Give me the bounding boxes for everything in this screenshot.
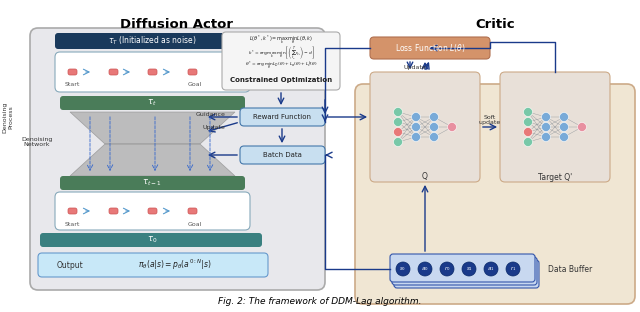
Circle shape [394,118,403,126]
Circle shape [524,138,532,147]
FancyBboxPatch shape [148,208,157,214]
FancyBboxPatch shape [109,69,118,75]
Circle shape [559,133,568,142]
Circle shape [524,128,532,137]
Circle shape [559,113,568,121]
FancyBboxPatch shape [392,257,537,285]
Circle shape [412,113,420,121]
FancyBboxPatch shape [188,69,197,75]
Text: Update: Update [202,124,225,129]
Text: Guidance: Guidance [195,113,225,118]
Text: Denoising
Process: Denoising Process [3,101,13,133]
Text: Goal: Goal [188,81,202,86]
FancyBboxPatch shape [370,37,490,59]
Text: Update: Update [404,65,426,70]
FancyBboxPatch shape [30,28,325,290]
FancyBboxPatch shape [38,253,268,277]
Text: $\tau_t$: $\tau_t$ [147,98,157,108]
FancyBboxPatch shape [188,208,197,214]
Circle shape [541,133,550,142]
Text: Denoising
Network: Denoising Network [21,137,52,147]
FancyBboxPatch shape [109,208,118,214]
FancyBboxPatch shape [55,33,250,49]
FancyBboxPatch shape [55,192,250,230]
Text: $L(\theta^*, k^*) = \max_k \min_\theta L(\theta, k)$: $L(\theta^*, k^*) = \max_k \min_\theta L… [249,33,313,46]
FancyBboxPatch shape [370,72,480,182]
Text: $\tau_0$: $\tau_0$ [147,235,157,245]
Text: $\tau_{t-1}$: $\tau_{t-1}$ [142,178,162,188]
Circle shape [412,123,420,131]
Circle shape [462,262,476,276]
Polygon shape [70,144,235,176]
FancyBboxPatch shape [40,233,262,247]
Text: Critic: Critic [475,17,515,31]
Text: Q: Q [422,173,428,182]
Text: $s_0$: $s_0$ [399,265,406,273]
FancyBboxPatch shape [60,176,245,190]
FancyBboxPatch shape [355,84,635,304]
Text: $r_0$: $r_0$ [444,265,451,273]
FancyBboxPatch shape [390,254,535,282]
Circle shape [396,262,410,276]
Text: Diffusion Actor: Diffusion Actor [120,17,232,31]
Circle shape [541,123,550,131]
Text: $a_0$: $a_0$ [421,265,429,273]
Circle shape [440,262,454,276]
Circle shape [394,128,403,137]
Polygon shape [70,112,235,144]
FancyBboxPatch shape [68,69,77,75]
Text: Soft
update: Soft update [479,115,501,125]
Text: $\pi_\theta(a|s) = p_\theta(a^{0:N}|s)$: $\pi_\theta(a|s) = p_\theta(a^{0:N}|s)$ [138,258,212,272]
Circle shape [412,133,420,142]
Text: $r_1$: $r_1$ [510,265,516,273]
Circle shape [524,108,532,116]
Circle shape [429,113,438,121]
Text: Target Q': Target Q' [538,173,572,182]
Text: Start: Start [64,81,80,86]
FancyBboxPatch shape [55,52,250,92]
Circle shape [524,118,532,126]
Text: Output: Output [56,261,83,270]
Circle shape [541,113,550,121]
Text: Data Buffer: Data Buffer [548,265,592,274]
FancyBboxPatch shape [148,69,157,75]
Text: Batch Data: Batch Data [262,152,301,158]
Text: Constrained Optimization: Constrained Optimization [230,77,332,83]
FancyBboxPatch shape [60,96,245,110]
Text: $k^* = \arg\max_k \min_\theta\left[\left(\sum_{t_0}^T r_{c_t}\right) - d\right]$: $k^* = \arg\max_k \min_\theta\left[\left… [248,45,314,61]
Circle shape [418,262,432,276]
Circle shape [506,262,520,276]
Circle shape [429,123,438,131]
FancyBboxPatch shape [222,32,340,90]
Text: $a_1$: $a_1$ [487,265,495,273]
Text: $s_1$: $s_1$ [465,265,472,273]
FancyBboxPatch shape [500,72,610,182]
Text: Loss Function $L(\theta)$: Loss Function $L(\theta)$ [395,42,465,54]
Text: $\theta^* = \arg\min_\theta L_D(\theta) + L_a(\theta) + L_c^k(\theta)$: $\theta^* = \arg\min_\theta L_D(\theta) … [244,60,317,72]
FancyBboxPatch shape [240,146,325,164]
Circle shape [447,123,456,131]
Circle shape [429,133,438,142]
FancyBboxPatch shape [68,208,77,214]
Text: $\tau_T$ (Initialized as noise): $\tau_T$ (Initialized as noise) [108,35,196,47]
FancyBboxPatch shape [394,260,539,288]
Circle shape [559,123,568,131]
Circle shape [577,123,586,131]
Circle shape [394,138,403,147]
Circle shape [484,262,498,276]
Text: Start: Start [64,222,80,227]
Text: Fig. 2: The framework of DDM-Lag algorithm.: Fig. 2: The framework of DDM-Lag algorit… [218,298,422,306]
FancyBboxPatch shape [240,108,325,126]
Text: Goal: Goal [188,222,202,227]
Text: Reward Function: Reward Function [253,114,311,120]
Circle shape [394,108,403,116]
